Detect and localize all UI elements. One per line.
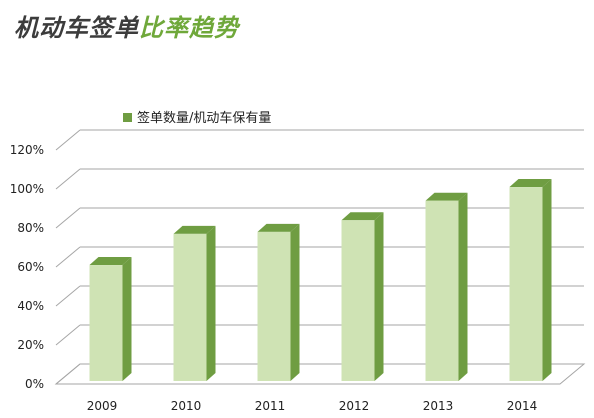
chart-title: 机动车签单比率趋势 [14,8,239,43]
gridline-diag [55,285,81,307]
y-tick-label: 100% [10,182,44,196]
x-tick-label: 2014 [507,399,538,413]
bar-side [458,192,468,381]
bar-top [509,179,552,188]
bar-top [257,223,300,232]
x-tick-label: 2009 [87,399,118,413]
bar [341,220,375,381]
bar-top [425,192,468,201]
bar-side [290,223,300,381]
y-tick-label: 0% [25,377,44,391]
y-tick-label: 80% [17,221,44,235]
y-tick-label: 120% [10,143,44,157]
bar-side [374,212,384,381]
bar-side [122,257,132,381]
y-tick-label: 20% [17,338,44,352]
bar-top [89,257,132,266]
bar-side [206,225,216,381]
bar [89,265,123,381]
legend-marker [123,113,132,122]
x-tick-label: 2011 [255,399,286,413]
bar [425,200,459,381]
chart-floor [54,363,586,385]
x-tick-label: 2013 [423,399,454,413]
x-tick-label: 2010 [171,399,202,413]
y-tick-label: 40% [17,299,44,313]
bar [509,187,543,381]
bar-top [341,212,384,221]
bar [173,233,207,381]
bar-top [173,225,216,234]
y-tick-label: 60% [17,260,44,274]
chart-title-part2: 比率趋势 [139,13,239,42]
legend-label: 签单数量/机动车保有量 [137,110,271,126]
gridline-diag [55,324,81,346]
x-tick-label: 2012 [339,399,370,413]
gridline-diag [55,207,81,229]
gridline-diag [55,168,81,190]
bar [257,231,291,381]
bar-side [542,179,552,381]
chart-title-part1: 机动车签单 [14,13,139,42]
gridline-diag [55,129,81,151]
gridline-diag [55,246,81,268]
